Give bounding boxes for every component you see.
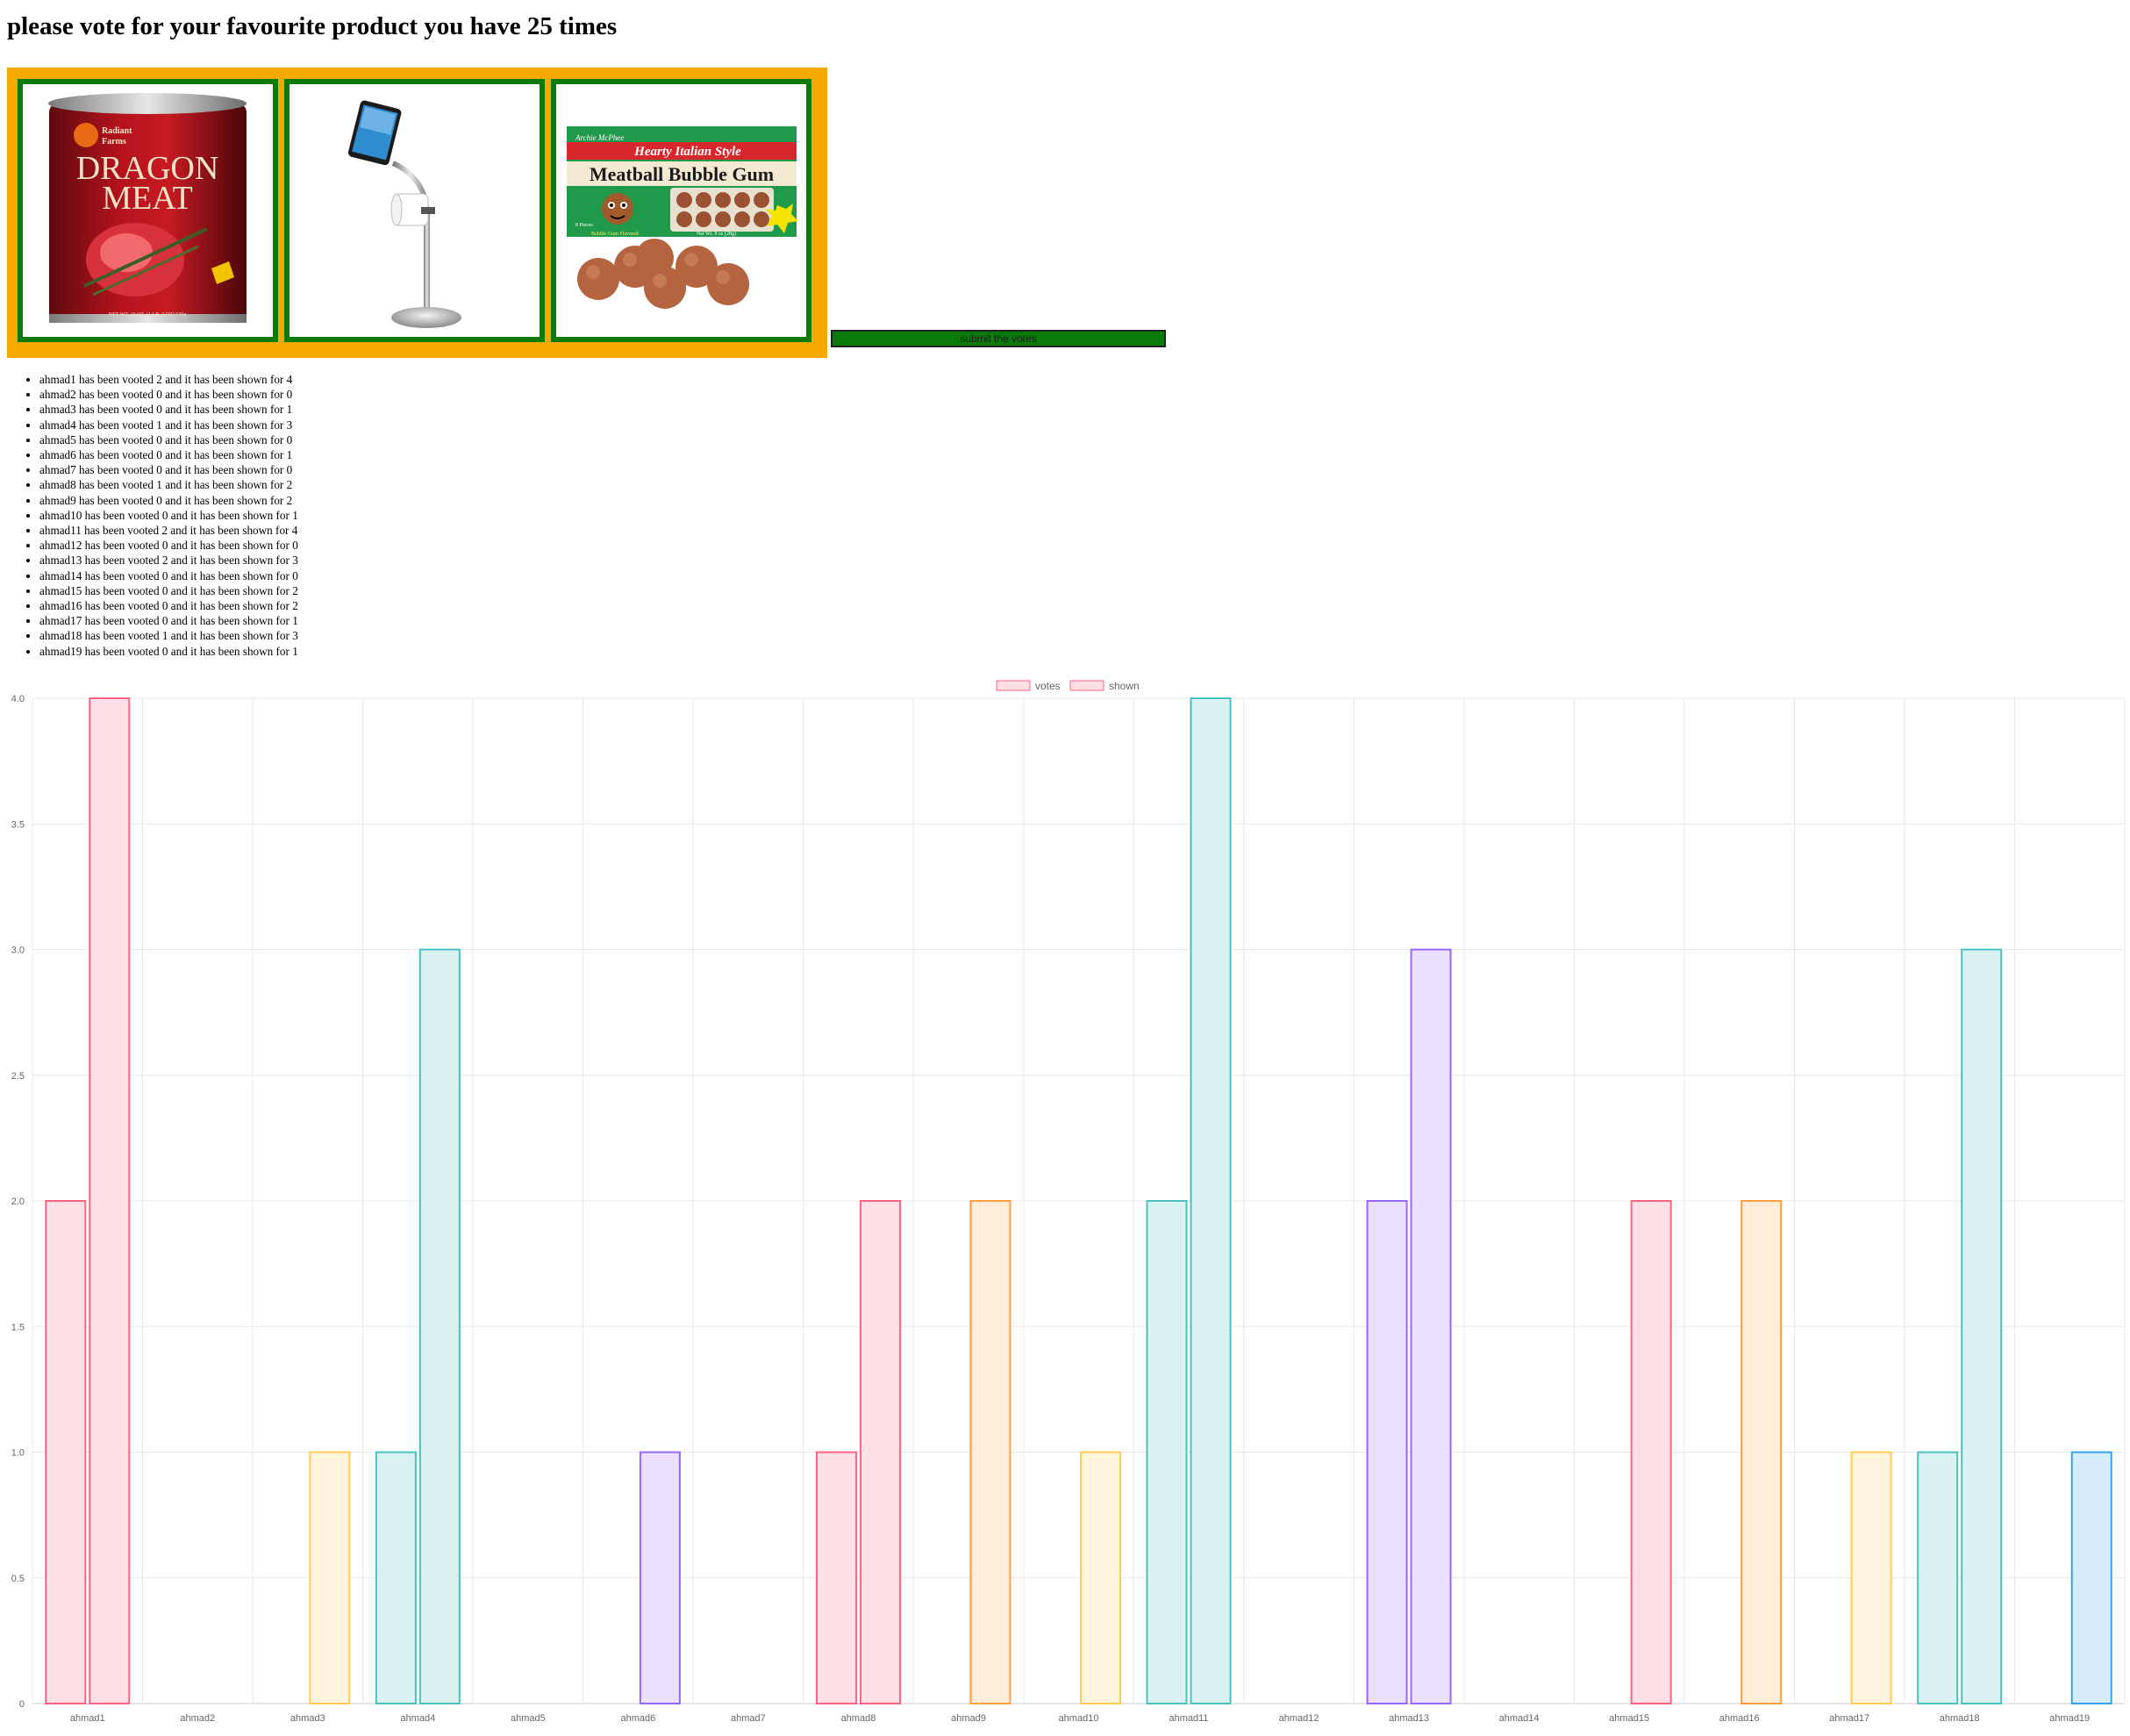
bar-shown-ahmad17 [1850, 1451, 1892, 1704]
bar-shown-ahmad13 [1410, 948, 1452, 1704]
stat-item: ahmad4 has been vooted 1 and it has been… [39, 418, 298, 432]
vote-stats-list: ahmad1 has been vooted 2 and it has been… [19, 372, 298, 659]
bar-votes-ahmad11 [1146, 1200, 1188, 1704]
y-tick-label: 0.5 [11, 1574, 25, 1584]
x-tick-label: ahmad10 [1059, 1713, 1099, 1724]
gum-flavor: Bubble Gum Flavored [591, 232, 639, 237]
bar-votes-ahmad18 [1917, 1451, 1959, 1704]
product-selection-frame: Radiant Farms DRAGON MEAT NET WT. 10 OZ.… [7, 68, 827, 358]
stat-item: ahmad3 has been vooted 0 and it has been… [39, 402, 298, 417]
bar-shown-ahmad10 [1080, 1451, 1121, 1704]
x-tick-label: ahmad11 [1169, 1713, 1208, 1724]
y-tick-label: 2.0 [11, 1197, 25, 1207]
stat-item: ahmad2 has been vooted 0 and it has been… [39, 387, 298, 402]
y-tick-label: 1.0 [11, 1448, 25, 1459]
gum-pieces: 8 Pieces [575, 223, 593, 228]
y-tick-label: 4.0 [11, 694, 25, 704]
x-tick-label: ahmad12 [1279, 1713, 1319, 1724]
legend-swatch-votes [996, 680, 1031, 691]
meatball-gum-image: Archie McPhee Hearty Italian Style Meatb… [567, 126, 798, 309]
stat-item: ahmad5 has been vooted 0 and it has been… [39, 432, 298, 447]
bar-shown-ahmad4 [418, 948, 461, 1704]
stat-item: ahmad8 has been vooted 1 and it has been… [39, 477, 298, 492]
stat-item: ahmad6 has been vooted 0 and it has been… [39, 447, 298, 462]
stat-item: ahmad1 has been vooted 2 and it has been… [39, 372, 298, 387]
stat-item: ahmad11 has been vooted 2 and it has bee… [39, 523, 298, 538]
can-word-dragon: DRAGON [76, 150, 219, 187]
bar-votes-ahmad8 [815, 1451, 857, 1704]
y-tick-label: 1.5 [11, 1322, 25, 1332]
legend-label-votes: votes [1035, 680, 1061, 692]
stat-item: ahmad12 has been vooted 0 and it has bee… [39, 538, 298, 553]
gum-tagline: Hearty Italian Style [633, 145, 741, 159]
x-tick-label: ahmad15 [1609, 1713, 1649, 1724]
x-tick-label: ahmad6 [621, 1713, 656, 1724]
bar-shown-ahmad8 [859, 1200, 901, 1704]
bar-shown-ahmad3 [309, 1451, 351, 1704]
x-tick-label: ahmad16 [1719, 1713, 1760, 1724]
y-tick-label: 2.5 [11, 1071, 25, 1082]
stat-item: ahmad10 has been vooted 0 and it has bee… [39, 508, 298, 523]
submit-votes-button[interactable]: submit the votes [831, 330, 1166, 347]
stat-item: ahmad9 has been vooted 0 and it has been… [39, 493, 298, 508]
stat-item: ahmad19 has been vooted 0 and it has bee… [39, 644, 298, 659]
legend-swatch-shown [1069, 680, 1104, 691]
gum-weight: Net Wt. 8 oz (28g) [697, 231, 736, 237]
gum-brand: Archie McPhee [575, 133, 624, 142]
can-brand-top: Radiant [102, 126, 132, 136]
y-tick-label: 0 [19, 1699, 25, 1710]
bar-shown-ahmad19 [2070, 1451, 2112, 1704]
y-tick-label: 3.0 [11, 946, 25, 956]
can-footer: NET WT. 10 OZ. (1 LB. 3 OZ) 539g [109, 311, 187, 318]
bar-shown-ahmad6 [639, 1451, 681, 1704]
bar-shown-ahmad18 [1961, 948, 2003, 1704]
can-brand-bottom: Farms [102, 137, 126, 146]
x-tick-label: ahmad17 [1829, 1713, 1869, 1724]
legend-label-shown: shown [1109, 680, 1140, 692]
bar-shown-ahmad9 [969, 1200, 1011, 1704]
bar-shown-ahmad15 [1630, 1200, 1672, 1704]
stat-item: ahmad7 has been vooted 0 and it has been… [39, 462, 298, 477]
stat-item: ahmad13 has been vooted 2 and it has bee… [39, 553, 298, 568]
x-tick-label: ahmad13 [1389, 1713, 1429, 1724]
x-tick-label: ahmad3 [290, 1713, 325, 1724]
bar-votes-ahmad4 [375, 1451, 417, 1704]
product-card-meatball-gum[interactable]: Archie McPhee Hearty Italian Style Meatb… [551, 79, 811, 342]
x-tick-label: ahmad9 [951, 1713, 986, 1724]
bar-shown-ahmad11 [1190, 697, 1232, 1704]
dragon-meat-can-image: Radiant Farms DRAGON MEAT NET WT. 10 OZ.… [48, 93, 247, 323]
x-tick-label: ahmad7 [731, 1713, 766, 1724]
bar-votes-ahmad13 [1366, 1200, 1408, 1704]
stat-item: ahmad17 has been vooted 0 and it has bee… [39, 613, 298, 628]
x-tick-label: ahmad19 [2049, 1713, 2090, 1724]
bar-shown-ahmad1 [89, 697, 131, 1704]
page-title: please vote for your favourite product y… [7, 12, 618, 40]
stat-item: ahmad16 has been vooted 0 and it has bee… [39, 598, 298, 613]
x-tick-label: ahmad2 [180, 1713, 215, 1724]
bar-votes-ahmad1 [45, 1200, 87, 1704]
stat-item: ahmad18 has been vooted 1 and it has bee… [39, 628, 298, 643]
gum-title: Meatball Bubble Gum [590, 163, 774, 185]
votes-chart: 0 0.5 1.0 1.5 2.0 2.5 3.0 3.5 4.0 ahmad1 ahmad2 ahm… [11, 680, 2126, 1724]
y-tick-label: 3.5 [11, 819, 25, 830]
x-tick-label: ahmad14 [1499, 1713, 1540, 1724]
x-tick-label: ahmad4 [400, 1713, 435, 1724]
x-tick-label: ahmad1 [70, 1713, 105, 1724]
stat-item: ahmad15 has been vooted 0 and it has bee… [39, 583, 298, 598]
product-card-dragon-meat[interactable]: Radiant Farms DRAGON MEAT NET WT. 10 OZ.… [18, 79, 278, 342]
stat-item: ahmad14 has been vooted 0 and it has bee… [39, 568, 298, 583]
can-word-meat: MEAT [102, 180, 192, 217]
x-tick-label: ahmad5 [511, 1713, 546, 1724]
ipad-stand-image [347, 100, 461, 328]
x-tick-label: ahmad8 [841, 1713, 876, 1724]
x-tick-label: ahmad18 [1940, 1713, 1980, 1724]
bar-shown-ahmad16 [1740, 1200, 1783, 1704]
product-card-ipad-stand[interactable] [284, 79, 545, 342]
